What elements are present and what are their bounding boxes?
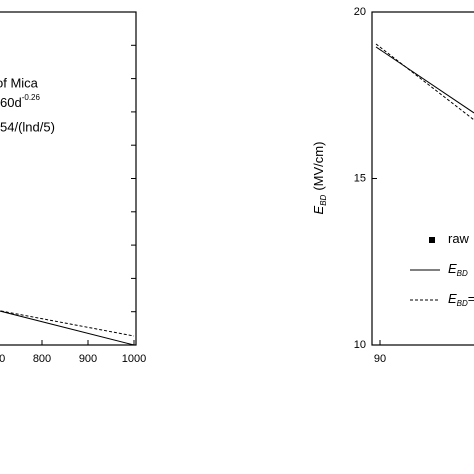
data-line: [0, 310, 135, 346]
plot-frame: [0, 11, 137, 346]
legend-sub: BD: [457, 299, 468, 308]
y-tick-label: 20: [354, 6, 366, 18]
annotation-part: 60d: [0, 95, 22, 110]
legend-label: EBD=: [448, 291, 474, 308]
y-axis-label: EBD (MV/cm): [311, 142, 328, 215]
legend-name: raw: [448, 231, 470, 246]
y-tick-label: 15: [354, 172, 366, 184]
x-tick-label: 700: [0, 353, 5, 365]
x-tick-label: 1000: [122, 353, 146, 365]
legend-sub: BD: [457, 269, 468, 278]
y-label-sub: BD: [319, 194, 328, 205]
legend-label: raw: [448, 231, 470, 246]
y-label-unit: (MV/cm): [311, 142, 326, 191]
y-label-main: E: [311, 205, 326, 214]
annotation: 54/(lnd/5): [0, 119, 55, 134]
annotation: of Mica: [0, 75, 39, 90]
x-tick-label: 90: [374, 353, 386, 365]
x-tick-label: 800: [33, 353, 51, 365]
data-line: [375, 46, 474, 114]
legend-tail: =: [468, 291, 474, 306]
y-tick-label: 10: [354, 339, 366, 351]
legend-marker: [429, 237, 435, 243]
plot-frame: [371, 11, 474, 346]
x-tick-label: 900: [79, 353, 97, 365]
annotation: 60d-0.26: [0, 93, 40, 110]
legend-label: EBD: [448, 261, 468, 278]
legend-name: E: [448, 261, 457, 276]
legend-name: E: [448, 291, 457, 306]
data-line: [0, 310, 135, 337]
annotation-sup: -0.26: [22, 93, 41, 102]
data-line: [375, 43, 474, 121]
